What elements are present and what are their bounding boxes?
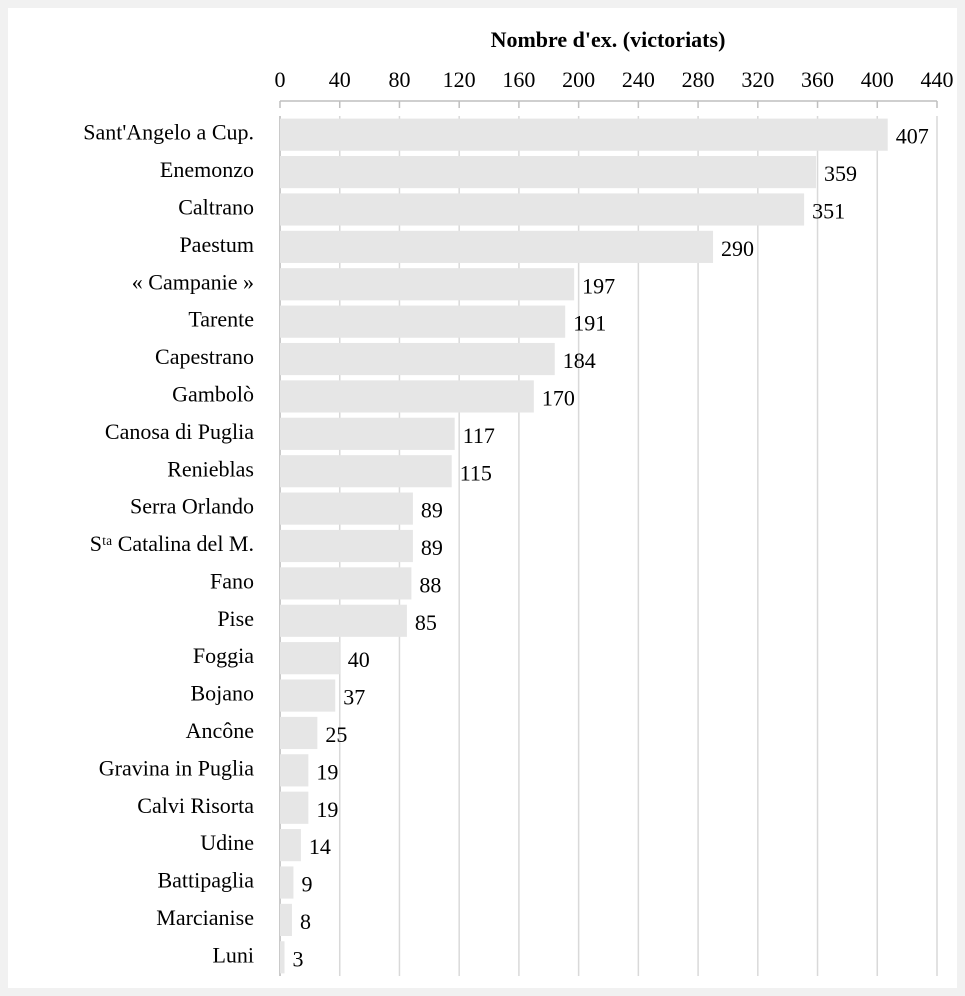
bar (280, 941, 285, 974)
y-tick-label: Luni (212, 942, 254, 967)
data-label: 14 (309, 834, 331, 859)
bar (280, 268, 575, 301)
data-label: 8 (300, 909, 311, 934)
y-tick-label: Gambolò (172, 381, 254, 406)
y-tick-label: « Campanie » (132, 269, 254, 294)
bar (280, 866, 294, 899)
x-tick-label: 280 (682, 67, 715, 92)
data-label: 407 (896, 124, 929, 149)
data-label: 40 (348, 647, 370, 672)
data-label: 88 (419, 572, 441, 597)
y-tick-label: Udine (200, 830, 254, 855)
bar (280, 118, 888, 151)
bar (280, 829, 301, 862)
x-tick-label: 440 (921, 67, 954, 92)
axis-title: Nombre d'ex. (victoriats) (491, 27, 726, 52)
bar (280, 754, 309, 787)
data-label: 115 (460, 460, 492, 485)
x-tick-label: 160 (502, 67, 535, 92)
y-tick-label: Capestrano (155, 344, 254, 369)
bar (280, 529, 413, 563)
y-tick-label: Fano (210, 568, 254, 593)
bar (280, 305, 566, 338)
data-label: 290 (721, 236, 754, 261)
bar (280, 417, 455, 450)
x-tick-label: 80 (388, 67, 410, 92)
data-label: 19 (316, 759, 338, 784)
bar (280, 679, 336, 712)
data-label: 85 (415, 610, 437, 635)
y-tick-label: Battipaglia (157, 868, 254, 893)
data-label: 19 (316, 797, 338, 822)
y-tick-label: Caltrano (178, 195, 254, 220)
y-tick-label: Sᵗᵃ Catalina del M. (90, 531, 254, 556)
x-tick-label: 40 (329, 67, 351, 92)
x-tick-label: 200 (562, 67, 595, 92)
data-label: 359 (824, 161, 857, 186)
data-label: 191 (573, 311, 606, 336)
bar (280, 492, 413, 525)
y-tick-label: Pise (217, 606, 254, 631)
data-label: 117 (463, 423, 495, 448)
data-label: 9 (301, 872, 312, 897)
y-tick-label: Enemonzo (160, 157, 254, 182)
y-tick-label: Marcianise (156, 905, 254, 930)
y-tick-label: Canosa di Puglia (105, 419, 254, 444)
bar (280, 642, 340, 675)
data-label: 170 (542, 385, 575, 410)
bar (280, 342, 555, 376)
x-tick-label: 320 (741, 67, 774, 92)
y-tick-label: Foggia (193, 643, 254, 668)
bar (280, 156, 817, 189)
y-tick-label: Gravina in Puglia (99, 755, 254, 780)
data-label: 89 (421, 498, 443, 523)
y-tick-label: Ancône (186, 718, 254, 743)
y-tick-label: Paestum (179, 232, 254, 257)
data-label: 3 (292, 946, 303, 971)
data-label: 25 (325, 722, 347, 747)
bar (280, 716, 318, 750)
data-label: 89 (421, 535, 443, 560)
data-label: 37 (343, 685, 365, 710)
bar (280, 230, 714, 263)
bar (280, 567, 412, 600)
bar (280, 380, 534, 413)
data-label: 184 (563, 348, 596, 373)
x-tick-label: 360 (801, 67, 834, 92)
bar (280, 903, 292, 936)
data-label: 197 (582, 273, 615, 298)
bar (280, 604, 407, 637)
bar (280, 455, 452, 488)
y-tick-label: Tarente (188, 307, 254, 332)
y-tick-label: Serra Orlando (130, 494, 254, 519)
y-tick-label: Renieblas (167, 456, 254, 481)
y-tick-label: Calvi Risorta (137, 793, 254, 818)
x-tick-label: 120 (443, 67, 476, 92)
x-tick-label: 0 (275, 67, 286, 92)
y-tick-label: Sant'Angelo a Cup. (83, 120, 254, 145)
x-tick-label: 240 (622, 67, 655, 92)
data-label: 351 (812, 199, 845, 224)
bar (280, 193, 805, 226)
x-tick-label: 400 (861, 67, 894, 92)
y-tick-label: Bojano (190, 681, 254, 706)
bar (280, 791, 309, 824)
